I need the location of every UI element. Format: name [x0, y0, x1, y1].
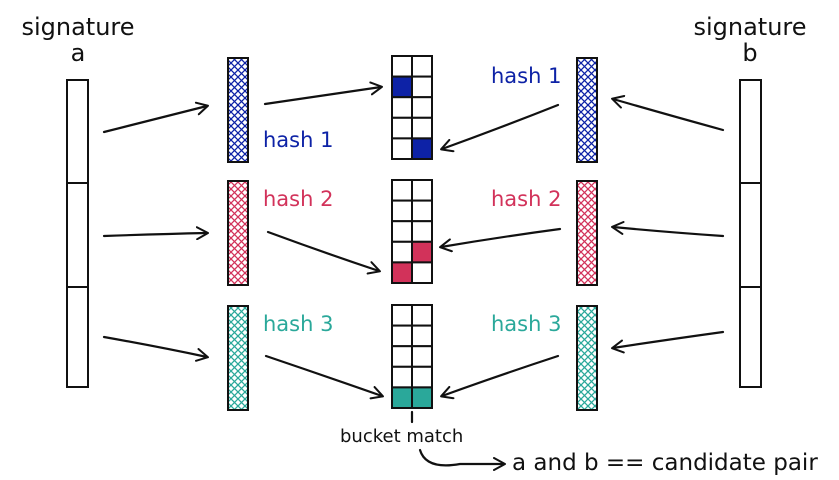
arrow-band-2-b-to-bucket	[439, 227, 562, 253]
bucket-2-cell	[391, 220, 413, 243]
signature-a-letter: a	[70, 39, 86, 67]
signature-b-label: signature b	[672, 14, 828, 66]
arrow-sig-b-to-band-2	[611, 220, 725, 238]
bucket-3-cell	[411, 304, 433, 327]
band-3-a	[227, 305, 249, 411]
bucket-3-cell	[411, 365, 433, 389]
signature-a-vector	[66, 79, 89, 388]
arrow-sig-a-to-band-2	[102, 226, 209, 241]
bucket-1-cell	[411, 116, 433, 140]
bucket-2-cell	[411, 199, 433, 223]
bucket-1-cell	[411, 75, 433, 99]
bucket-1-cell	[391, 55, 413, 78]
bucket-grid-3	[391, 304, 433, 409]
hash-2-label-right: hash 2	[491, 187, 562, 211]
bucket-1-cell	[391, 137, 413, 160]
bucket-2-hit-cell	[411, 240, 433, 264]
arrow-sig-b-to-band-3	[611, 330, 725, 354]
hash-3-label-left: hash 3	[263, 312, 334, 336]
bucket-3-hit-cell	[411, 386, 433, 409]
candidate-pair-conclusion: a and b == candidate pair	[512, 450, 818, 476]
bucket-2-cell	[411, 179, 433, 202]
bucket-3-cell	[391, 304, 413, 327]
arrow-band-3-a-to-bucket	[264, 354, 384, 400]
band-3-b	[576, 305, 598, 411]
bucket-1-cell	[411, 96, 433, 119]
band-1-b	[576, 57, 598, 163]
signature-b-vector	[739, 79, 762, 388]
bucket-2-hit-cell	[391, 261, 413, 284]
arrow-sig-b-to-band-1	[611, 95, 725, 132]
hash-2-label-left: hash 2	[263, 187, 334, 211]
band-2-b	[576, 180, 598, 286]
bucket-3-cell	[411, 324, 433, 348]
bucket-2-cell	[391, 199, 413, 223]
hash-1-label-right: hash 1	[491, 64, 562, 88]
band-1-a	[227, 57, 249, 163]
arrow-bucket-match-to-conclusion	[418, 448, 506, 471]
bucket-3-cell	[391, 365, 413, 389]
arrow-band-2-a-to-bucket	[266, 230, 381, 275]
bucket-3-cell	[391, 324, 413, 348]
signature-a-title: signature	[21, 13, 135, 41]
bucket-grid-1	[391, 55, 433, 160]
arrow-sig-a-to-band-3	[102, 335, 209, 362]
signature-b-letter: b	[742, 39, 758, 67]
bucket-2-cell	[391, 240, 413, 264]
bucket-2-cell	[391, 179, 413, 202]
arrow-band-1-a-to-bucket	[263, 81, 383, 106]
signature-a-label: signature a	[0, 14, 156, 66]
band-2-a	[227, 180, 249, 286]
bucket-2-cell	[411, 220, 433, 243]
bucket-3-hit-cell	[391, 386, 413, 409]
arrow-band-3-b-to-bucket	[440, 354, 560, 400]
bucket-match-label: bucket match	[340, 426, 464, 447]
bucket-1-hit-cell	[411, 137, 433, 160]
hash-1-label-left: hash 1	[263, 128, 334, 152]
bucket-1-cell	[391, 116, 413, 140]
bucket-3-cell	[391, 345, 413, 368]
signature-b-title: signature	[693, 13, 807, 41]
arrow-band-1-b-to-bucket	[440, 103, 560, 153]
bucket-grid-2	[391, 179, 433, 284]
bucket-1-hit-cell	[391, 75, 413, 99]
bucket-1-cell	[391, 96, 413, 119]
hash-3-label-right: hash 3	[491, 312, 562, 336]
bucket-2-cell	[411, 261, 433, 284]
bucket-3-cell	[411, 345, 433, 368]
bucket-1-cell	[411, 55, 433, 78]
arrow-sig-a-to-band-1	[102, 101, 209, 134]
